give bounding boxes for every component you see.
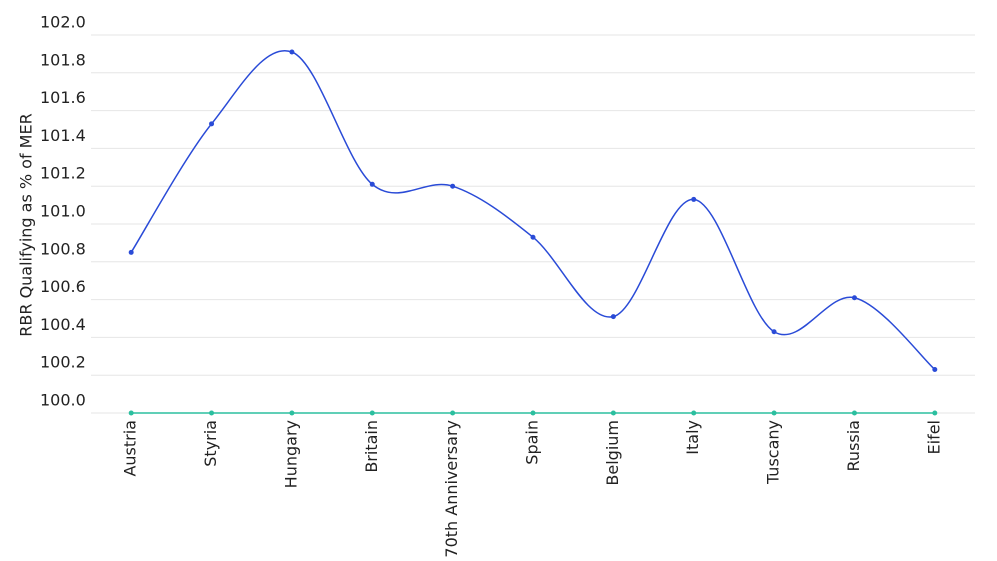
point bbox=[289, 410, 295, 416]
point bbox=[771, 410, 777, 416]
x-tick-label: Spain bbox=[523, 420, 542, 465]
point bbox=[369, 181, 375, 187]
y-tick-label: 101.2 bbox=[40, 164, 86, 183]
point bbox=[932, 410, 938, 416]
point bbox=[450, 410, 456, 416]
x-tick-label: Italy bbox=[683, 420, 702, 455]
y-tick-label: 101.4 bbox=[40, 126, 86, 145]
point bbox=[128, 410, 134, 416]
y-tick-label: 101.0 bbox=[40, 202, 86, 221]
y-tick-label: 100.2 bbox=[40, 353, 86, 372]
x-tick-label: Austria bbox=[121, 420, 140, 477]
point bbox=[851, 410, 857, 416]
point bbox=[771, 329, 777, 335]
y-tick-label: 101.6 bbox=[40, 88, 86, 107]
point bbox=[610, 410, 616, 416]
point bbox=[450, 183, 456, 189]
y-tick-label: 100.6 bbox=[40, 277, 86, 296]
point bbox=[128, 249, 134, 255]
point bbox=[932, 367, 938, 373]
x-tick-label: 70th Anniversary bbox=[442, 420, 461, 558]
point bbox=[691, 410, 697, 416]
x-tick-label: Tuscany bbox=[764, 420, 783, 485]
y-tick-label: 100.4 bbox=[40, 315, 86, 334]
y-tick-label: 101.8 bbox=[40, 50, 86, 69]
x-tick-label: Hungary bbox=[281, 420, 300, 488]
y-tick-label: 100.0 bbox=[40, 391, 86, 410]
point bbox=[289, 49, 295, 55]
y-tick-label: 100.8 bbox=[40, 239, 86, 258]
x-tick-label: Belgium bbox=[603, 420, 622, 486]
x-tick-label: Eifel bbox=[924, 420, 943, 454]
point bbox=[209, 410, 215, 416]
line bbox=[130, 49, 936, 371]
x-tick-label: Styria bbox=[201, 420, 220, 467]
point bbox=[851, 295, 857, 301]
point bbox=[209, 121, 215, 127]
point bbox=[369, 410, 375, 416]
x-tick-label: Russia bbox=[844, 420, 863, 471]
y-axis-title: RBR Qualifying as % of MER bbox=[17, 113, 36, 336]
point bbox=[691, 196, 697, 202]
point bbox=[530, 234, 536, 240]
x-tick-label: Britain bbox=[362, 420, 381, 473]
y-tick-label: 102.0 bbox=[40, 13, 86, 32]
point bbox=[530, 410, 536, 416]
point bbox=[610, 314, 616, 320]
